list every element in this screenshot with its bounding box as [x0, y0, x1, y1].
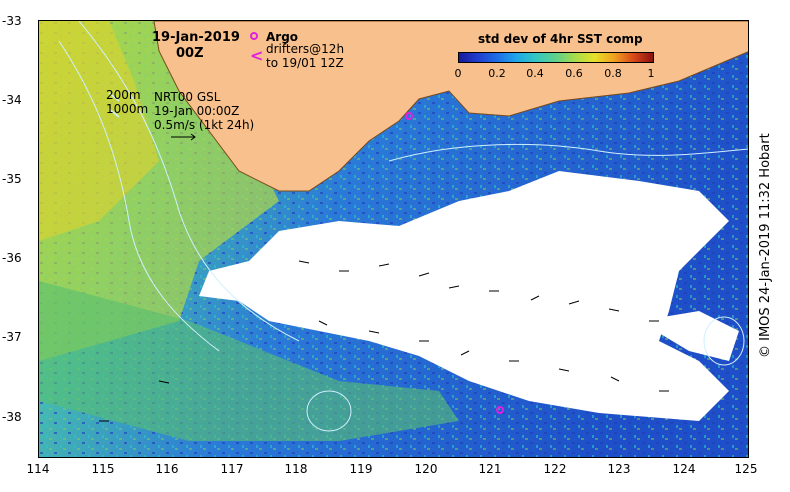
argo-float-marker: [496, 406, 504, 414]
drifter-legend-icon: <: [250, 46, 264, 65]
y-tick-label: -37: [2, 330, 22, 344]
map-date: 19-Jan-2019: [152, 30, 240, 45]
x-tick-label: 117: [220, 462, 244, 476]
colorbar-tick: 0.8: [604, 67, 622, 80]
colorbar-tick: 0.6: [565, 67, 583, 80]
eddy-contour: [306, 390, 352, 432]
map-time: 00Z: [176, 46, 204, 61]
y-tick-label: -34: [2, 93, 22, 107]
x-tick-label: 119: [349, 462, 373, 476]
colorbar-tick: 0.4: [526, 67, 544, 80]
land-mass: [153, 21, 748, 192]
x-tick-label: 123: [607, 462, 631, 476]
drifter-legend-period: to 19/01 12Z: [266, 56, 344, 70]
y-tick-label: -33: [2, 14, 22, 28]
sst-map-canvas: [39, 21, 748, 457]
y-tick-label: -38: [2, 410, 22, 424]
x-tick-label: 114: [26, 462, 50, 476]
x-tick-label: 122: [543, 462, 567, 476]
current-vectors: [99, 260, 669, 422]
isobath-200m: [58, 40, 220, 352]
coastal-yellow-band: [39, 21, 159, 241]
x-tick-label: 124: [672, 462, 696, 476]
y-tick-label: -36: [2, 251, 22, 265]
y-tick-label: -35: [2, 172, 22, 186]
vector-scale-label: 0.5m/s (1kt 24h): [154, 118, 255, 132]
x-tick-label: 115: [91, 462, 115, 476]
product-time: 19-Jan 00:00Z: [154, 104, 240, 118]
no-data-region: [199, 171, 729, 421]
colorbar: [458, 52, 654, 63]
southern-green-band: [39, 281, 459, 441]
colorbar-tick: 0: [454, 67, 462, 80]
isobath-shelf-edge: [388, 143, 748, 162]
x-tick-label: 118: [284, 462, 308, 476]
argo-legend-icon: [250, 32, 258, 40]
isobath-legend-200: [108, 92, 120, 102]
x-tick-label: 125: [734, 462, 758, 476]
sst-map-plot: [38, 20, 749, 458]
eddy-contour-east: [703, 316, 745, 366]
argo-legend-label: Argo: [266, 30, 299, 44]
isobath-200-label: 200m: [106, 88, 141, 102]
isobath-1000-label: 1000m: [106, 102, 149, 116]
drifter-legend-label: drifters@12h: [266, 42, 345, 56]
x-tick-label: 120: [414, 462, 438, 476]
isobath-1000m: [78, 21, 300, 342]
colorbar-tick: 1: [647, 67, 655, 80]
no-data-region-east: [639, 311, 739, 361]
colorbar-tick: 0.2: [488, 67, 506, 80]
isobath-legend-1000: [108, 108, 120, 118]
colorbar-title: std dev of 4hr SST comp: [478, 32, 643, 46]
x-tick-label: 121: [478, 462, 502, 476]
argo-float-marker: [405, 112, 413, 120]
x-tick-label: 116: [155, 462, 179, 476]
product-label: NRT00 GSL: [154, 90, 221, 104]
